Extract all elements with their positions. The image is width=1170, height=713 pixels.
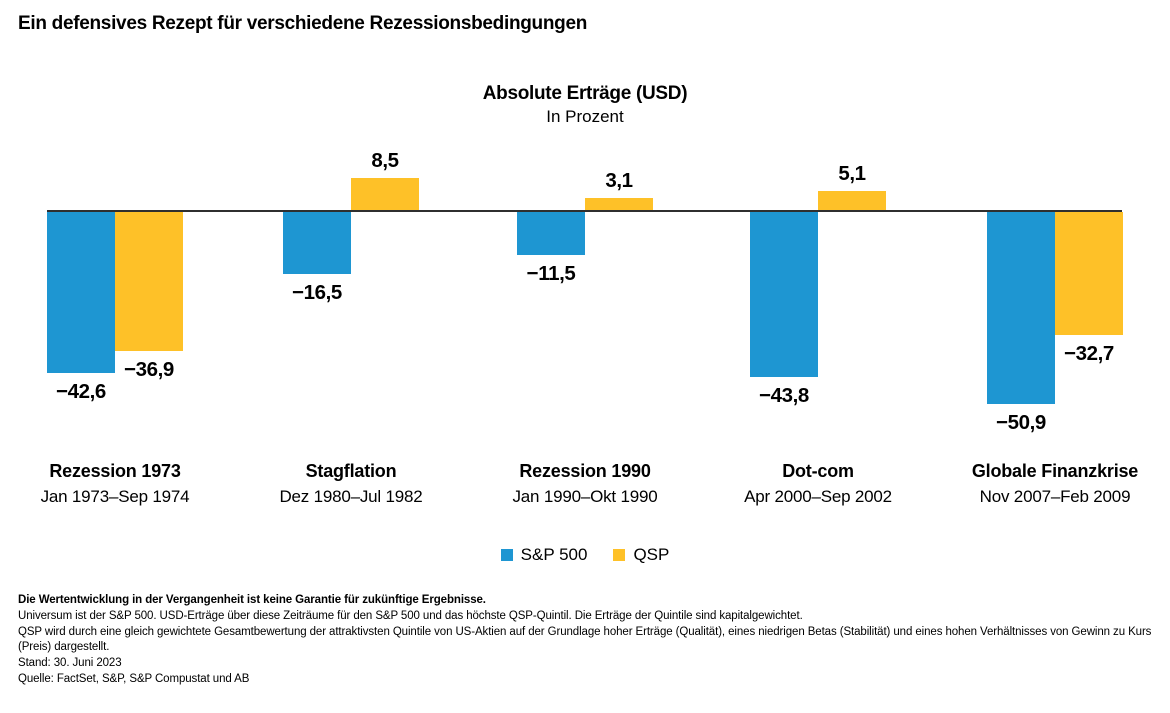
- page-title: Ein defensives Rezept für verschiedene R…: [18, 13, 588, 34]
- value-label-qsp-3: 5,1: [838, 162, 866, 185]
- value-label-qsp-0: −36,9: [124, 358, 174, 381]
- value-label-sp500-0: −42,6: [56, 380, 106, 403]
- legend-item-sp500: S&P 500: [500, 545, 588, 565]
- chart-subtitle: In Prozent: [546, 107, 624, 126]
- bar-qsp-3: [818, 191, 886, 210]
- category-name: Rezession 1973: [49, 461, 181, 481]
- category-period: Apr 2000–Sep 2002: [744, 487, 892, 506]
- bar-sp500-2: [517, 212, 585, 255]
- value-label-qsp-4: −32,7: [1064, 342, 1114, 365]
- value-label-qsp-2: 3,1: [605, 169, 633, 192]
- legend-swatch-sp500: [500, 549, 513, 561]
- category-label-3: Dot-com Apr 2000–Sep 2002: [688, 459, 948, 509]
- bar-sp500-3: [750, 212, 818, 377]
- category-period: Nov 2007–Feb 2009: [979, 487, 1131, 506]
- legend-swatch-qsp: [613, 549, 626, 561]
- footnote-line-0: Die Wertentwicklung in der Vergangenheit…: [18, 594, 486, 606]
- category-label-2: Rezession 1990 Jan 1990–Okt 1990: [455, 459, 715, 509]
- chart-title: Absolute Erträge (USD): [482, 83, 688, 104]
- legend-item-qsp: QSP: [613, 545, 669, 565]
- category-name: Rezession 1990: [519, 461, 651, 481]
- footnotes: Die Wertentwicklung in der Vergangenheit…: [18, 593, 1156, 688]
- category-period: Jan 1973–Sep 1974: [40, 487, 190, 506]
- bar-qsp-4: [1055, 212, 1123, 335]
- value-label-sp500-3: −43,8: [759, 384, 809, 407]
- chart-legend: S&P 500 QSP: [0, 545, 1170, 565]
- legend-label-sp500: S&P 500: [520, 545, 588, 564]
- category-period: Jan 1990–Okt 1990: [512, 487, 658, 506]
- footnote-line-4: Quelle: FactSet, S&P, S&P Compustat und …: [18, 672, 250, 685]
- bar-qsp-0: [115, 212, 183, 351]
- legend-label-qsp: QSP: [633, 545, 670, 564]
- bar-sp500-4: [987, 212, 1055, 404]
- category-name: Dot-com: [782, 461, 854, 481]
- category-label-0: Rezession 1973 Jan 1973–Sep 1974: [0, 459, 245, 509]
- footnote-line-2: QSP wird durch eine gleich gewichtete Ge…: [18, 625, 1152, 654]
- category-name: Stagflation: [305, 461, 397, 481]
- footnote-line-1: Universum ist der S&P 500. USD-Erträge ü…: [18, 609, 803, 622]
- bar-sp500-0: [47, 212, 115, 373]
- value-label-sp500-4: −50,9: [996, 411, 1046, 434]
- category-label-1: Stagflation Dez 1980–Jul 1982: [221, 459, 481, 509]
- bar-sp500-1: [283, 212, 351, 274]
- chart-header: Absolute Erträge (USD) In Prozent: [0, 83, 1170, 127]
- zero-axis-line: [47, 210, 1122, 212]
- value-label-sp500-2: −11,5: [526, 262, 576, 285]
- category-label-4: Globale Finanzkrise Nov 2007–Feb 2009: [925, 459, 1170, 509]
- value-label-qsp-1: 8,5: [371, 149, 399, 172]
- footnote-line-3: Stand: 30. Juni 2023: [18, 657, 122, 670]
- category-name: Globale Finanzkrise: [971, 461, 1139, 481]
- bar-qsp-2: [585, 198, 653, 210]
- category-period: Dez 1980–Jul 1982: [279, 487, 423, 506]
- value-label-sp500-1: −16,5: [292, 281, 342, 304]
- bar-qsp-1: [351, 178, 419, 210]
